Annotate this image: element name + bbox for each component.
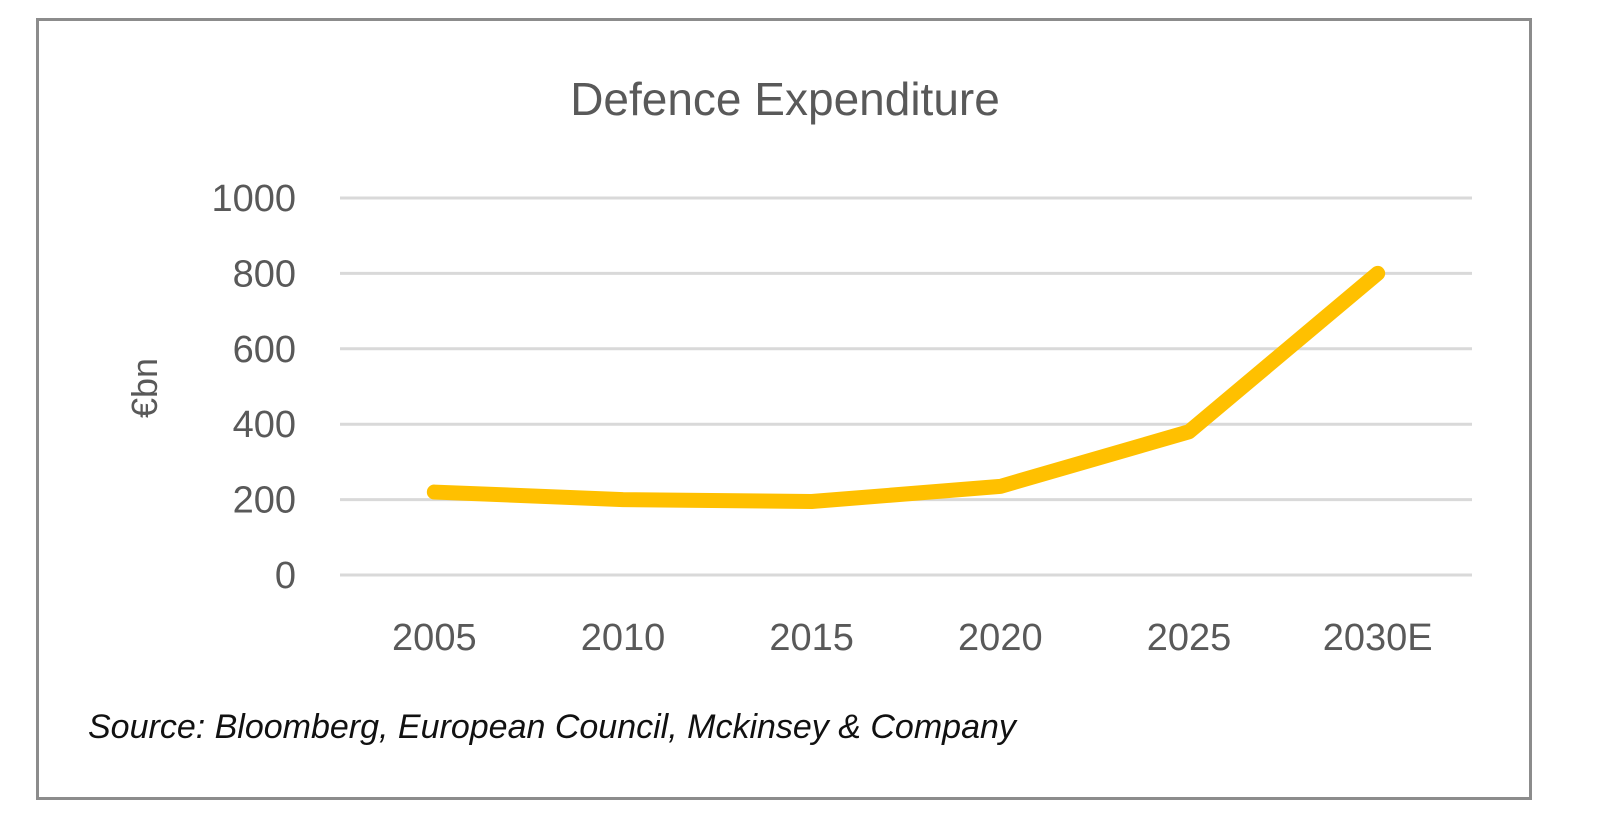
data-point — [810, 500, 813, 503]
x-tick-label: 2010 — [581, 617, 666, 659]
x-tick-label: 2030E — [1323, 617, 1433, 659]
chart-title: Defence Expenditure — [570, 73, 1000, 125]
y-tick-label: 200 — [233, 480, 296, 522]
data-point — [999, 485, 1002, 488]
data-point — [622, 498, 624, 501]
y-tick-label: 600 — [233, 329, 296, 371]
series-line — [426, 265, 1386, 509]
chart-frame — [36, 18, 1532, 800]
x-tick-label: 2005 — [392, 617, 477, 659]
data-point — [433, 491, 436, 494]
y-tick-label: 1000 — [211, 178, 296, 220]
x-tick-label: 2015 — [769, 617, 854, 659]
y-tick-label: 800 — [233, 253, 296, 295]
y-tick-label: 400 — [233, 404, 296, 446]
x-tick-label: 2020 — [958, 617, 1043, 659]
data-point — [1376, 272, 1379, 275]
source-note: Source: Bloomberg, European Council, Mck… — [88, 708, 1018, 746]
x-tick-label: 2025 — [1147, 617, 1232, 659]
y-axis-label: €bn — [124, 358, 165, 418]
y-tick-label: 0 — [275, 555, 296, 597]
data-point — [1188, 430, 1190, 433]
